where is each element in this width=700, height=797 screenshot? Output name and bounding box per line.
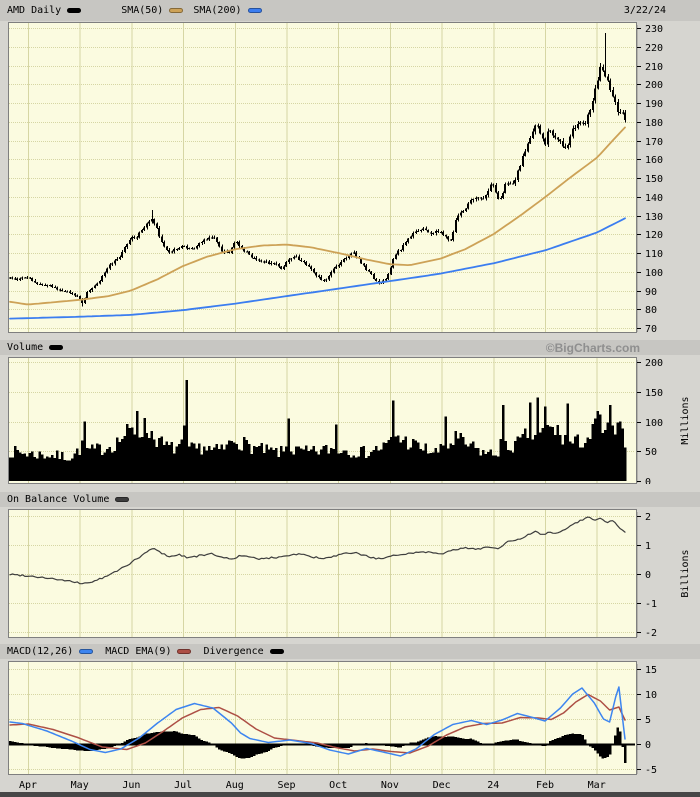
- svg-text:190: 190: [645, 99, 663, 110]
- svg-text:110: 110: [645, 249, 663, 260]
- macd-ema-dash-icon: [177, 649, 192, 654]
- svg-text:0: 0: [645, 570, 651, 581]
- price-chart: 230 220 210 200 190 180 170 160 150 140 130 120 110 1…: [8, 22, 663, 333]
- svg-text:80: 80: [645, 305, 657, 316]
- svg-text:-1: -1: [645, 599, 657, 610]
- svg-text:Aug: Aug: [226, 780, 244, 791]
- sma200-dash-icon: [247, 8, 262, 13]
- svg-text:90: 90: [645, 287, 657, 298]
- symbol-interval-label: AMD Daily: [7, 5, 62, 16]
- sma50-label: SMA(50): [121, 5, 164, 16]
- svg-text:70: 70: [645, 324, 657, 333]
- svg-text:2: 2: [645, 512, 651, 523]
- svg-text:Millions: Millions: [680, 396, 691, 444]
- sma200-label: SMA(200): [193, 5, 242, 16]
- svg-text:150: 150: [645, 174, 663, 185]
- volume-chart: 200 150 100 50 0 Millions: [8, 357, 691, 484]
- svg-text:100: 100: [645, 418, 663, 429]
- svg-text:Billions: Billions: [680, 549, 691, 597]
- svg-text:15: 15: [645, 665, 657, 676]
- svg-text:Feb: Feb: [536, 780, 554, 791]
- svg-text:Nov: Nov: [381, 780, 399, 791]
- svg-text:150: 150: [645, 388, 663, 399]
- svg-text:Mar: Mar: [588, 780, 606, 791]
- svg-text:210: 210: [645, 62, 663, 73]
- svg-text:0: 0: [645, 477, 651, 484]
- svg-text:1: 1: [645, 541, 651, 552]
- svg-text:May: May: [71, 780, 89, 791]
- chart-date: 3/22/24: [623, 5, 666, 16]
- price-series-dash-icon: [67, 8, 82, 13]
- svg-text:5: 5: [645, 715, 651, 726]
- obv-chart: 2 1 0 -1 -2 Billions: [8, 509, 691, 638]
- obv-title: On Balance Volume: [7, 494, 110, 505]
- svg-text:0: 0: [645, 740, 651, 751]
- macd-line-dash-icon: [79, 649, 94, 654]
- divergence-label: Divergence: [203, 646, 264, 657]
- bigcharts-watermark: ©BigCharts.com: [545, 340, 640, 355]
- volume-header: Volume ©BigCharts.com: [0, 340, 700, 355]
- macd-ema-label: MACD EMA(9): [105, 646, 172, 657]
- svg-text:10: 10: [645, 690, 657, 701]
- svg-text:Jul: Jul: [174, 780, 192, 791]
- svg-text:50: 50: [645, 447, 657, 458]
- svg-text:130: 130: [645, 212, 663, 223]
- svg-text:Sep: Sep: [277, 780, 295, 791]
- svg-text:170: 170: [645, 137, 663, 148]
- obv-dash-icon: [115, 497, 130, 502]
- svg-text:24: 24: [487, 780, 499, 791]
- svg-text:200: 200: [645, 358, 663, 369]
- svg-text:-2: -2: [645, 628, 657, 638]
- svg-text:200: 200: [645, 80, 663, 91]
- svg-text:100: 100: [645, 268, 663, 279]
- svg-text:Jun: Jun: [122, 780, 140, 791]
- svg-text:140: 140: [645, 193, 663, 204]
- price-chart-header: AMD Daily SMA(50) SMA(200) 3/22/24: [0, 0, 700, 21]
- obv-header: On Balance Volume: [0, 492, 700, 507]
- sma50-dash-icon: [169, 8, 184, 13]
- window-bottom-edge: [0, 792, 700, 797]
- svg-text:Dec: Dec: [433, 780, 451, 791]
- svg-text:Apr: Apr: [19, 780, 37, 791]
- macd-header: MACD(12,26) MACD EMA(9) Divergence: [0, 644, 700, 659]
- svg-text:180: 180: [645, 118, 663, 129]
- svg-text:-5: -5: [645, 765, 657, 775]
- svg-text:120: 120: [645, 230, 663, 241]
- divergence-dash-icon: [269, 649, 284, 654]
- x-axis-labels: Apr May Jun Jul Aug Sep Oct Nov Dec 24 Feb Mar: [19, 780, 606, 791]
- svg-text:220: 220: [645, 43, 663, 54]
- svg-text:Oct: Oct: [329, 780, 347, 791]
- svg-text:230: 230: [645, 24, 663, 35]
- volume-title: Volume: [7, 342, 44, 353]
- macd-chart: 15 10 5 0 -5: [8, 661, 657, 775]
- volume-dash-icon: [49, 345, 64, 350]
- svg-text:160: 160: [645, 155, 663, 166]
- macd-title: MACD(12,26): [7, 646, 74, 657]
